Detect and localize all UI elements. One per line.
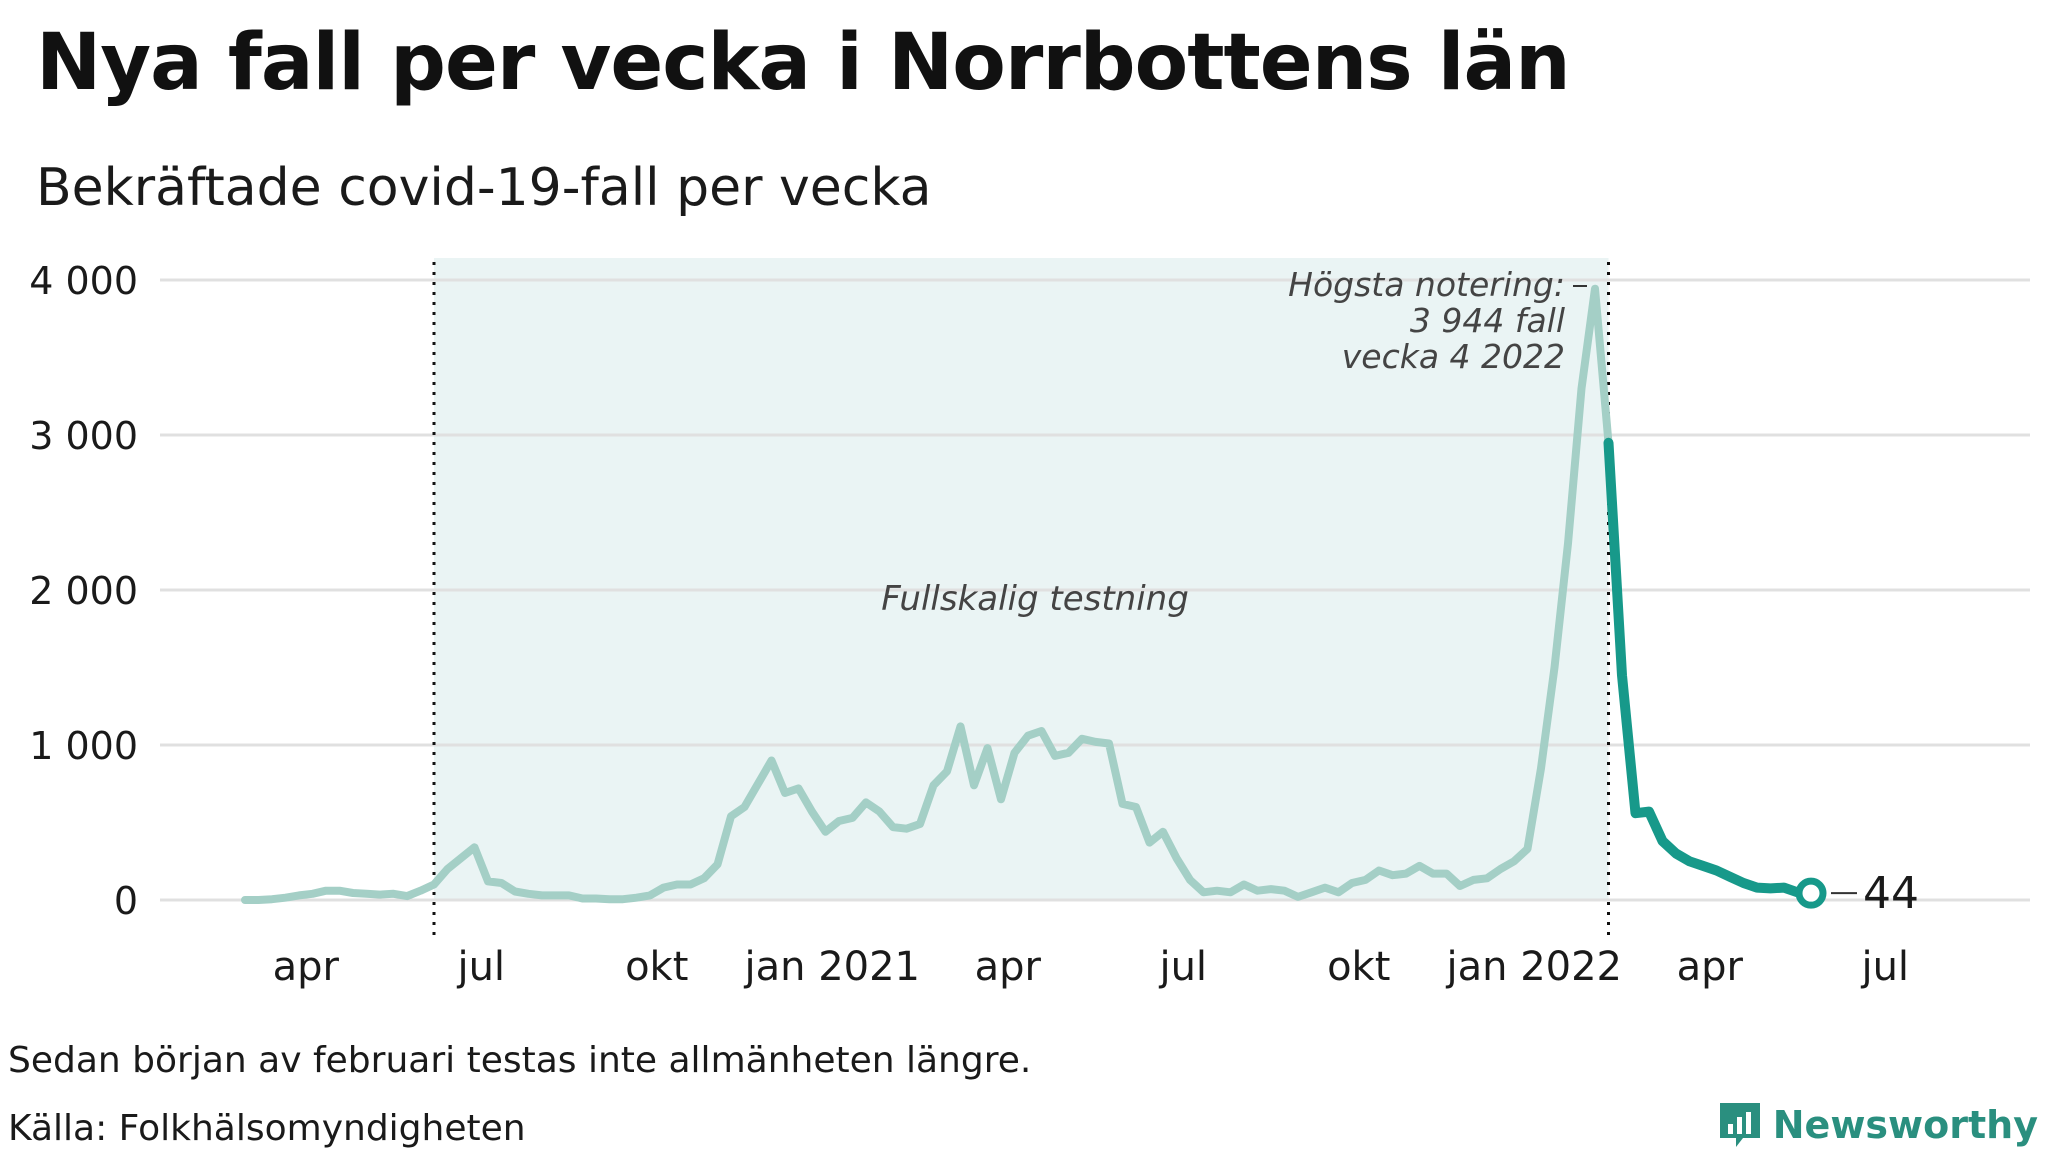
x-tick-label: jan 2022 xyxy=(1446,944,1623,990)
shaded-period-label: Fullskalig testning xyxy=(881,579,1189,619)
x-tick-label: apr xyxy=(273,944,340,990)
brand-logo: Newsworthy xyxy=(1717,1100,2038,1150)
shaded-period xyxy=(434,258,1609,900)
last-value-label: 44 xyxy=(1863,868,1919,919)
x-tick-label: jul xyxy=(1158,944,1207,990)
x-tick-label: jan 2021 xyxy=(744,944,921,990)
line-chart: 0 1 000 2 000 3 000 4 000 apr jul okt jan 2021 ap… xyxy=(29,258,2030,990)
y-tick-label: 0 xyxy=(114,879,138,923)
x-tick-label: jul xyxy=(1860,944,1909,990)
y-tick-label: 4 000 xyxy=(29,259,138,303)
x-tick-label: jul xyxy=(456,944,505,990)
y-tick-label: 3 000 xyxy=(29,414,138,458)
footnote: Sedan början av februari testas inte all… xyxy=(8,1040,1032,1081)
brand-name: Newsworthy xyxy=(1772,1103,2038,1147)
newsworthy-logo-icon xyxy=(1719,1103,1760,1147)
annotation-text: 3 944 fall xyxy=(1410,301,1565,340)
last-value-marker xyxy=(1795,877,1827,909)
series-line-recent xyxy=(1603,437,1816,899)
source-note: Källa: Folkhälsomyndigheten xyxy=(8,1108,526,1149)
chart-subtitle: Bekräftade covid-19-fall per vecka xyxy=(36,158,932,218)
x-tick-label: okt xyxy=(625,944,688,990)
series-line-history xyxy=(241,284,1613,904)
x-tick-label: apr xyxy=(1677,944,1744,990)
y-tick-label: 2 000 xyxy=(29,569,138,613)
annotation-text: vecka 4 2022 xyxy=(1342,337,1565,376)
y-tick-label: 1 000 xyxy=(29,724,138,768)
chart-title: Nya fall per vecka i Norrbottens län xyxy=(36,18,1571,108)
x-tick-label: apr xyxy=(975,944,1042,990)
x-tick-label: okt xyxy=(1327,944,1390,990)
annotation-text: Högsta notering: xyxy=(1288,265,1565,304)
